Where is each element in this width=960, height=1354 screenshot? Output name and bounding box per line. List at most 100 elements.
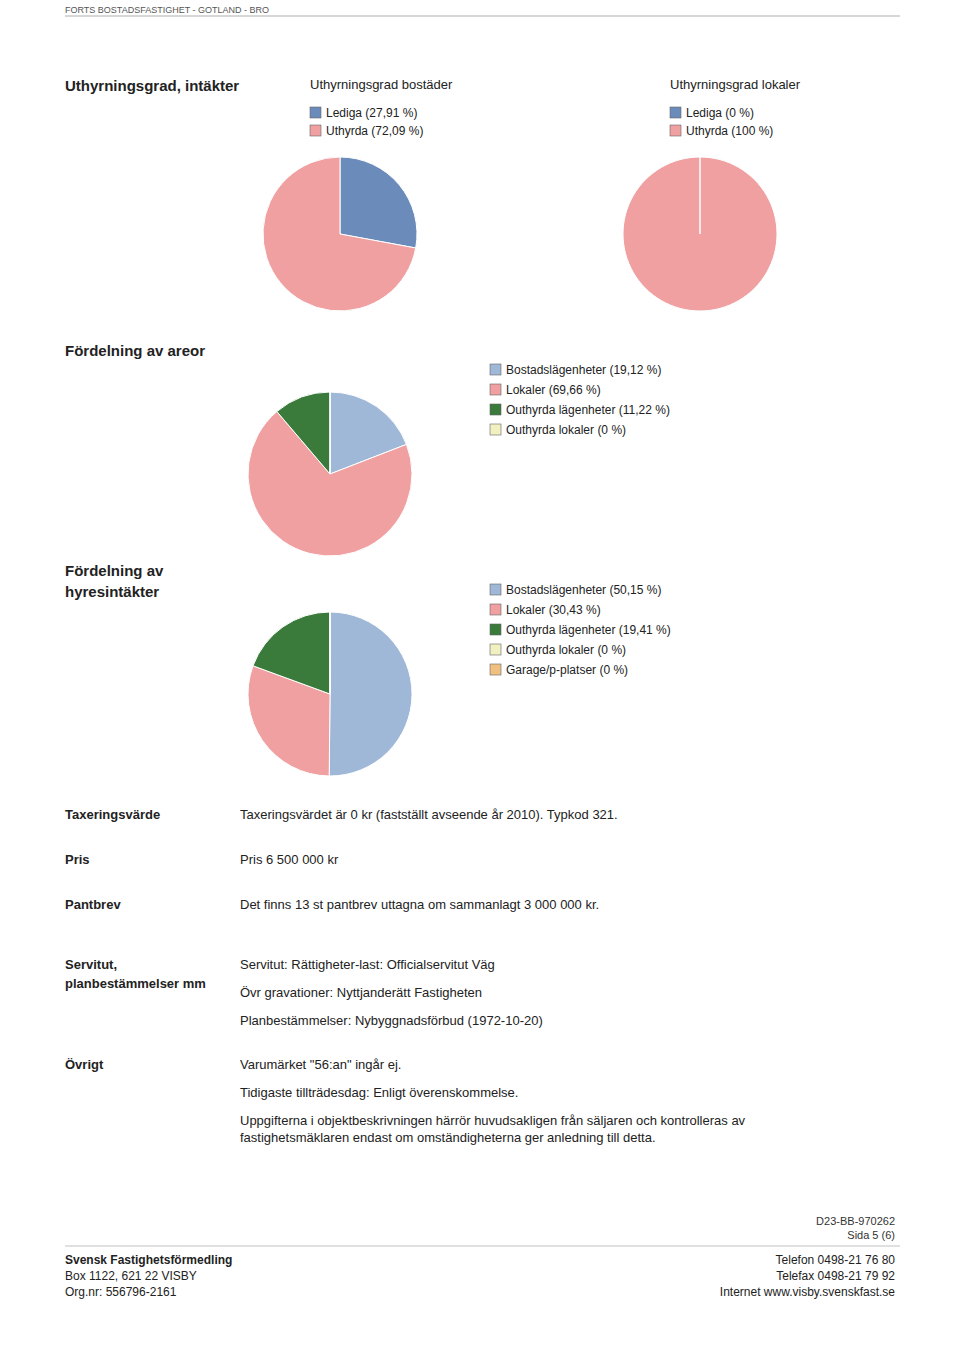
pie-slice	[253, 612, 330, 694]
legend: Lediga (27,91 %) Uthyrda (72,09 %)	[310, 106, 423, 138]
text-line: Sida 5 (6)	[847, 1229, 895, 1241]
text-line: planbestämmelser mm	[65, 976, 206, 991]
text-line: Övrigt	[65, 1057, 104, 1072]
detail-label: Taxeringsvärde	[65, 807, 160, 822]
legend: Lediga (0 %) Uthyrda (100 %)	[670, 106, 773, 138]
legend-label: Outhyrda lokaler (0 %)	[506, 423, 626, 437]
text-line: Pantbrev	[65, 897, 121, 912]
text-line: Övr gravationer: Nyttjanderätt Fastighet…	[240, 985, 482, 1000]
pie-slice	[329, 612, 330, 694]
detail-label: Pantbrev	[65, 897, 121, 912]
page: FORTS BOSTADSFASTIGHET - GOTLAND - BRO Ut…	[0, 0, 960, 1354]
section-label: Fördelning av hyresintäkter	[65, 562, 164, 600]
footer-right: Internet www.visby.svenskfast.se	[720, 1285, 896, 1299]
detail-text: Varumärket "56:an" ingår ej.	[240, 1057, 401, 1072]
legend-label: Outhyrda lägenheter (11,22 %)	[506, 403, 670, 417]
legend-swatch	[490, 404, 501, 415]
text-line: Varumärket "56:an" ingår ej.	[240, 1057, 401, 1072]
section-label: Uthyrningsgrad, intäkter	[65, 77, 239, 94]
text-line: Servitut,	[65, 957, 117, 972]
text-line: D23-BB-970262	[816, 1215, 895, 1227]
pie-slice	[277, 392, 330, 474]
legend-swatch	[490, 644, 501, 655]
text-line: fastighetsmäklaren endast om omständighe…	[240, 1130, 656, 1145]
legend-swatch	[490, 664, 501, 675]
footer-left: Box 1122, 621 22 VISBY	[65, 1269, 197, 1283]
legend-label: Lokaler (69,66 %)	[506, 383, 601, 397]
detail-label: Pris	[65, 852, 90, 867]
detail-text: Planbestämmelser: Nybyggnadsförbud (1972…	[240, 1013, 543, 1028]
detail-text: Servitut: Rättigheter-last: Officialserv…	[240, 957, 495, 972]
legend-swatch	[490, 624, 501, 635]
legend-label: Lediga (0 %)	[686, 106, 754, 120]
text-line: Telefax 0498-21 79 92	[776, 1269, 895, 1283]
pie	[248, 612, 412, 776]
text-line: Pris 6 500 000 kr	[240, 852, 339, 867]
header: FORTS BOSTADSFASTIGHET - GOTLAND - BRO	[65, 5, 269, 15]
text-line: Org.nr: 556796-2161	[65, 1285, 177, 1299]
pie	[623, 157, 777, 311]
text-line: Uthyrningsgrad bostäder	[310, 77, 453, 92]
legend-swatch	[490, 364, 501, 375]
footer-left: Org.nr: 556796-2161	[65, 1285, 177, 1299]
separator	[65, 16, 900, 17]
detail-text: Det finns 13 st pantbrev uttagna om samm…	[240, 897, 599, 912]
legend-label: Garage/p-platser (0 %)	[506, 663, 628, 677]
text-line: hyresintäkter	[65, 583, 159, 600]
detail-text: Taxeringsvärdet är 0 kr (fastställt avse…	[240, 807, 618, 822]
pie-slice	[329, 612, 330, 694]
text-line: Planbestämmelser: Nybyggnadsförbud (1972…	[240, 1013, 543, 1028]
legend-swatch	[490, 584, 501, 595]
pie-slice	[340, 157, 417, 248]
pie-slice	[329, 612, 412, 776]
chart-title: Uthyrningsgrad bostäder	[310, 77, 453, 92]
footer-ref: D23-BB-970262	[816, 1215, 895, 1227]
legend-label: Uthyrda (100 %)	[686, 124, 773, 138]
legend: Bostadslägenheter (19,12 %) Lokaler (69,6…	[490, 363, 670, 437]
text-line: Pris	[65, 852, 90, 867]
text-line: Uthyrningsgrad, intäkter	[65, 77, 239, 94]
legend-swatch	[490, 604, 501, 615]
detail-text: Pris 6 500 000 kr	[240, 852, 339, 867]
pie-slice	[329, 392, 330, 474]
legend-swatch	[670, 125, 681, 136]
text-line: Det finns 13 st pantbrev uttagna om samm…	[240, 897, 599, 912]
legend-swatch	[310, 125, 321, 136]
pie-slice	[623, 157, 777, 311]
text-line: Internet www.visby.svenskfast.se	[720, 1285, 896, 1299]
detail-label: Övrigt	[65, 1057, 104, 1072]
legend-swatch	[670, 107, 681, 118]
detail-label: Servitut, planbestämmelser mm	[65, 957, 206, 990]
legend-label: Bostadslägenheter (19,12 %)	[506, 363, 661, 377]
legend-swatch	[310, 107, 321, 118]
footer-page: Sida 5 (6)	[847, 1229, 895, 1241]
text-line: Taxeringsvärdet är 0 kr (fastställt avse…	[240, 807, 618, 822]
legend: Bostadslägenheter (50,15 %)Lokaler (30,4…	[490, 583, 671, 677]
pie-slice	[263, 157, 416, 311]
chart-title: Uthyrningsgrad lokaler	[670, 77, 801, 92]
detail-text: Övr gravationer: Nyttjanderätt Fastighet…	[240, 985, 482, 1000]
text-line: Telefon 0498-21 76 80	[776, 1253, 896, 1267]
pie	[248, 392, 412, 556]
text-line: Taxeringsvärde	[65, 807, 160, 822]
background	[0, 0, 960, 1354]
legend-label: Uthyrda (72,09 %)	[326, 124, 423, 138]
text-line: Uppgifterna i objektbeskrivningen härrör…	[240, 1113, 746, 1128]
text-line: Box 1122, 621 22 VISBY	[65, 1269, 197, 1283]
text-line: Fördelning av areor	[65, 342, 205, 359]
footer-right: Telefon 0498-21 76 80	[776, 1253, 896, 1267]
text-line: Tidigaste tillträdesdag: Enligt överensk…	[240, 1085, 518, 1100]
footer-right: Telefax 0498-21 79 92	[776, 1269, 895, 1283]
detail-text: Tidigaste tillträdesdag: Enligt överensk…	[240, 1085, 518, 1100]
legend-swatch	[490, 384, 501, 395]
legend-label: Lediga (27,91 %)	[326, 106, 417, 120]
text-line: Fördelning av	[65, 562, 164, 579]
legend-label: Outhyrda lokaler (0 %)	[506, 643, 626, 657]
separator	[65, 1246, 900, 1247]
legend-swatch	[490, 424, 501, 435]
legend-label: Lokaler (30,43 %)	[506, 603, 601, 617]
text-line: Uthyrningsgrad lokaler	[670, 77, 801, 92]
footer-left: Svensk Fastighetsförmedling	[65, 1253, 232, 1267]
text-line: Svensk Fastighetsförmedling	[65, 1253, 232, 1267]
legend-label: Outhyrda lägenheter (19,41 %)	[506, 623, 671, 637]
